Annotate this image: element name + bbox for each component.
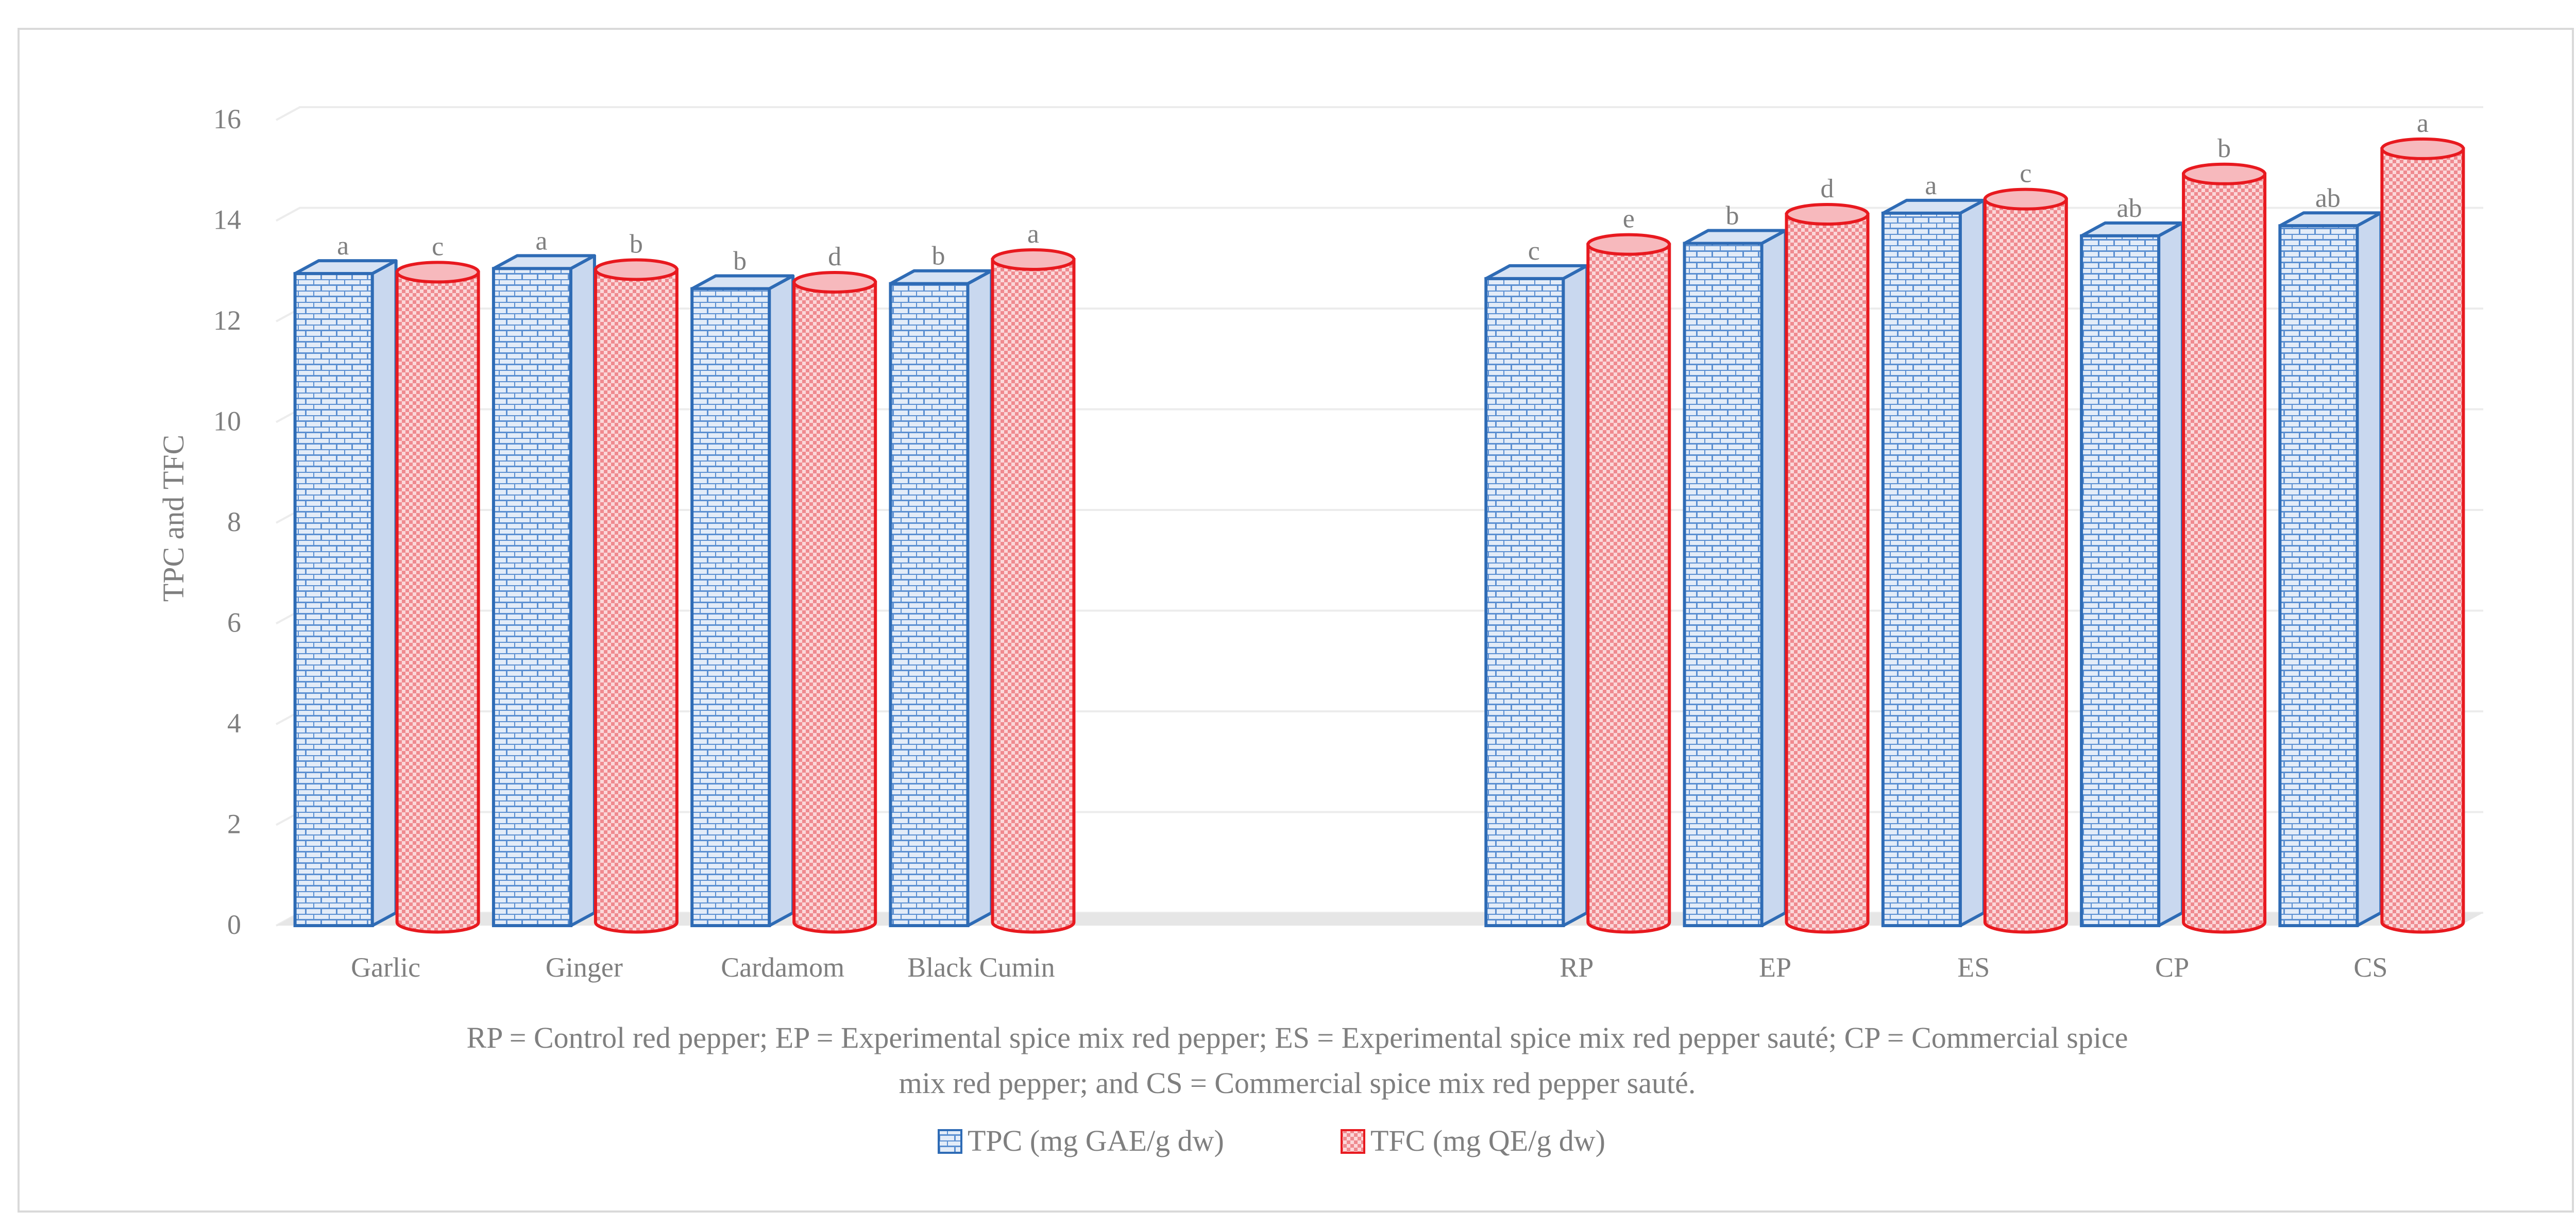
- data-label-tfc: c: [432, 232, 444, 261]
- x-tick-label: RP: [1560, 952, 1594, 983]
- bar-tfc[interactable]: [991, 248, 1076, 934]
- data-label-tfc: a: [2417, 109, 2429, 138]
- y-tick-label: 10: [213, 406, 241, 437]
- x-tick-label: CP: [2155, 952, 2189, 983]
- legend-label-tpc: TPC (mg GAE/g dw): [968, 1124, 1224, 1157]
- y-tick-label: 2: [227, 809, 241, 840]
- bar-tfc[interactable]: [1586, 233, 1671, 934]
- y-tick-label: 16: [213, 104, 241, 134]
- bar-tpc[interactable]: [1881, 198, 1986, 927]
- data-label-tpc: a: [337, 231, 349, 261]
- data-label-tpc: c: [1528, 236, 1540, 266]
- x-tick-label: Black Cumin: [907, 952, 1055, 983]
- legend-item-tfc[interactable]: TFC (mg QE/g dw): [1341, 1124, 1605, 1157]
- data-label-tpc: b: [733, 246, 747, 276]
- bar-tpc[interactable]: [1484, 264, 1589, 928]
- bar-tpc[interactable]: [1683, 229, 1787, 927]
- legend: TPC (mg GAE/g dw) TFC (mg QE/g dw): [938, 1124, 1605, 1157]
- bar-tpc[interactable]: [2080, 221, 2184, 928]
- y-tick-label: 4: [227, 708, 241, 739]
- y-axis-label: TPC and TFC: [157, 435, 190, 602]
- y-tick-label: 0: [227, 909, 241, 940]
- bar-tfc[interactable]: [395, 261, 480, 934]
- data-label-tfc: d: [1821, 174, 1834, 203]
- footnote-line-2: mix red pepper; and CS = Commercial spic…: [899, 1066, 1696, 1100]
- bar-tfc[interactable]: [1983, 187, 2068, 934]
- bar-tpc[interactable]: [492, 254, 596, 927]
- data-label-tfc: b: [630, 230, 643, 259]
- x-tick-label: Garlic: [351, 952, 420, 983]
- chart-frame: 0 2 4 6 8 10 12 14 16 Garlic a c Ginger a b Cardamom b d B…: [18, 28, 2574, 1213]
- data-label-tfc: b: [2217, 134, 2231, 163]
- data-label-tpc: a: [1925, 171, 1937, 200]
- data-label-tpc: ab: [2117, 194, 2142, 223]
- bar-tpc[interactable]: [2278, 211, 2383, 927]
- bar-tfc[interactable]: [792, 270, 877, 934]
- y-tick-label: 14: [213, 204, 241, 235]
- data-label-tfc: a: [1027, 219, 1039, 249]
- bar-tpc[interactable]: [690, 274, 795, 927]
- bar-tfc[interactable]: [2182, 162, 2267, 934]
- x-tick-label: Ginger: [546, 952, 623, 983]
- x-tick-label: CS: [2353, 952, 2387, 983]
- gridline: [276, 106, 2483, 121]
- tpc-swatch-icon: [938, 1129, 962, 1154]
- data-label-tpc: b: [931, 242, 945, 271]
- bar-tfc[interactable]: [594, 258, 679, 934]
- gridline: [276, 207, 2483, 222]
- bar-tfc[interactable]: [2380, 137, 2465, 934]
- y-tick-label: 6: [227, 607, 241, 638]
- bar-tpc[interactable]: [889, 269, 993, 927]
- data-label-tpc: ab: [2315, 183, 2341, 213]
- x-tick-label: EP: [1759, 952, 1791, 983]
- data-label-tpc: a: [535, 226, 547, 255]
- legend-label-tfc: TFC (mg QE/g dw): [1370, 1124, 1605, 1157]
- footnote-line-1: RP = Control red pepper; EP = Experiment…: [467, 1021, 2128, 1054]
- data-label-tfc: d: [828, 242, 841, 271]
- bar-tpc[interactable]: [293, 259, 398, 928]
- data-label-tfc: c: [2020, 159, 2031, 189]
- x-tick-label: ES: [1957, 952, 1990, 983]
- legend-item-tpc[interactable]: TPC (mg GAE/g dw): [938, 1124, 1224, 1157]
- data-label-tpc: b: [1726, 201, 1739, 230]
- y-tick-label: 8: [227, 506, 241, 537]
- x-tick-label: Cardamom: [721, 952, 844, 983]
- data-label-tfc: e: [1623, 204, 1635, 234]
- tfc-swatch-icon: [1341, 1129, 1365, 1154]
- bar-tfc[interactable]: [1785, 203, 1870, 934]
- y-tick-label: 12: [213, 305, 241, 336]
